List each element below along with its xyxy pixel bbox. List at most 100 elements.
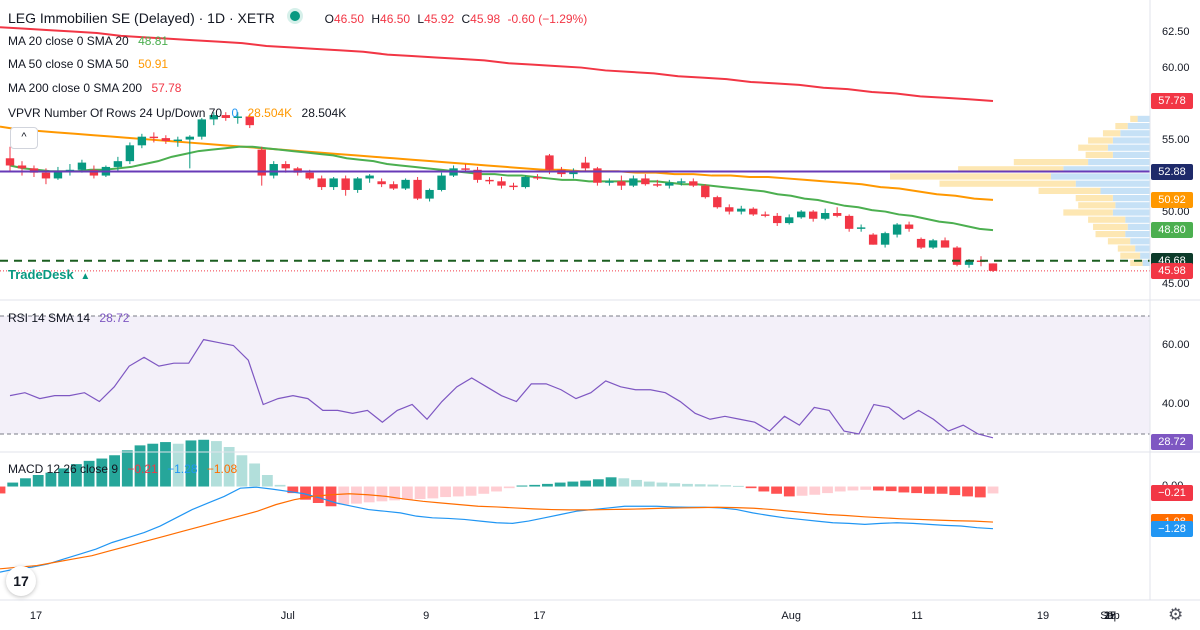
macd-histogram-bar: [567, 481, 579, 487]
volume-profile-up-bar: [1100, 187, 1150, 194]
macd-histogram-bar: [96, 458, 108, 487]
macd-histogram-bar: [7, 482, 19, 487]
macd-histogram-bar: [771, 486, 782, 494]
macd-histogram-bar: [822, 486, 833, 494]
vpvr-legend[interactable]: VPVR Number Of Rows 24 Up/Down 70 0 28.5…: [8, 106, 352, 120]
time-axis-label: 17: [1103, 610, 1117, 622]
macd-histogram-bar: [694, 484, 706, 487]
macd-histogram-bar: [720, 485, 732, 487]
macd-histogram-bar: [325, 486, 337, 507]
rsi-label: RSI 14 SMA 14: [8, 311, 91, 325]
candle-body: [317, 178, 326, 188]
macd-histogram-bar: [542, 483, 553, 487]
brand-name: TradeDesk: [8, 267, 74, 282]
candle-body: [665, 182, 674, 186]
macd-histogram-bar: [911, 486, 923, 494]
ma20-value: 48.81: [138, 34, 169, 48]
macd-histogram-bar: [312, 486, 324, 503]
macd-legend[interactable]: MACD 12 26 close 9 −0.21 −1.28 −1.08: [8, 462, 243, 476]
candle-body: [173, 139, 183, 141]
ma200-label: MA 200 close 0 SMA 200: [8, 81, 143, 95]
rsi-legend[interactable]: RSI 14 SMA 14 28.72: [8, 311, 135, 325]
price-axis-label: 60.00: [1162, 62, 1190, 74]
macd-histogram-bar: [885, 486, 897, 492]
ma200-legend[interactable]: MA 200 close 0 SMA 200 57.78: [8, 81, 187, 95]
macd-histogram-bar: [707, 484, 719, 487]
macd-histogram-bar: [452, 486, 464, 497]
macd-histogram-bar: [147, 443, 159, 487]
candle-body: [509, 185, 518, 188]
volume-profile-up-bar: [1050, 173, 1150, 180]
close-value: 45.98: [470, 12, 501, 26]
tradingview-logo-icon[interactable]: 17: [6, 566, 36, 596]
rsi-value: 28.72: [99, 311, 130, 325]
candle-body: [952, 247, 962, 265]
settings-gear-icon[interactable]: ⚙: [1168, 605, 1184, 624]
collapse-legend-button[interactable]: ^: [10, 127, 38, 149]
macd-histogram-bar: [974, 486, 986, 498]
candle-body: [701, 185, 710, 198]
volume-profile-up-bar: [1130, 238, 1150, 245]
volume-profile-down-bar: [1102, 130, 1121, 137]
candle-body: [281, 164, 290, 169]
volume-profile-up-bar: [1112, 195, 1150, 202]
candle-body: [485, 179, 494, 182]
ma20-legend[interactable]: MA 20 close 0 SMA 20 48.81: [8, 34, 174, 48]
candle-body: [437, 175, 446, 190]
close-label: C: [461, 12, 471, 26]
macd-histogram-bar: [32, 475, 44, 487]
macd-histogram-bar: [949, 486, 961, 496]
candle-body: [832, 213, 842, 216]
macd-histogram-bar: [274, 484, 286, 487]
macd-histogram-bar: [351, 486, 362, 504]
volume-profile-up-bar: [1112, 151, 1150, 158]
macd-histogram-bar: [936, 486, 948, 494]
macd-histogram-bar: [682, 483, 693, 487]
candle-body: [401, 179, 410, 189]
macd-histogram-bar: [631, 479, 642, 487]
candle-body: [545, 155, 554, 170]
candle-body: [521, 177, 530, 188]
rsi-band: [0, 316, 1150, 434]
candle-body: [928, 240, 938, 248]
rsi-axis-label: 40.00: [1162, 397, 1190, 410]
macd-histogram-bar: [580, 480, 592, 487]
volume-profile-down-bar: [1013, 159, 1089, 166]
candle-body: [641, 178, 650, 185]
ma200-line: [0, 26, 994, 102]
candle-body: [785, 217, 794, 224]
candle-body: [581, 162, 590, 169]
brand-arrow-icon: ▲: [80, 271, 91, 282]
price-badge: 57.78: [1151, 92, 1193, 109]
volume-profile-down-bar: [1075, 195, 1113, 202]
candle-body: [868, 234, 878, 245]
rsi-line: [9, 338, 994, 439]
candle-body: [473, 169, 482, 180]
macd-histogram-bar: [83, 460, 95, 487]
candle-body: [185, 136, 195, 140]
volume-profile-up-bar: [1127, 223, 1150, 230]
ma50-value: 50.91: [138, 57, 169, 71]
candle-body: [113, 161, 123, 167]
ma50-legend[interactable]: MA 50 close 0 SMA 50 50.91: [8, 57, 174, 71]
macd-histogram-bar: [109, 455, 120, 487]
macd-histogram-bar: [809, 486, 821, 495]
candle-body: [77, 162, 87, 170]
candle-body: [137, 136, 147, 146]
macd-histogram-bar: [478, 486, 490, 494]
candle-body: [149, 136, 159, 139]
time-axis-label: 19: [1036, 610, 1050, 622]
candle-body: [197, 119, 207, 137]
open-value: 46.50: [333, 12, 365, 26]
candle-body: [820, 213, 830, 219]
macd-signal-value: −1.08: [206, 462, 238, 476]
symbol-title[interactable]: LEG Immobilien SE (Delayed) · 1D · XETR: [8, 10, 275, 26]
price-axis-label: 50.00: [1162, 206, 1190, 218]
volume-profile-down-bar: [958, 166, 1064, 173]
time-axis-label: Jul: [280, 610, 295, 622]
macd-badge: −1.28: [1151, 520, 1193, 537]
candle-body: [856, 227, 866, 229]
volume-profile-down-bar: [1085, 151, 1113, 158]
candle-body: [808, 211, 818, 219]
macd-histogram-bar: [605, 477, 617, 487]
